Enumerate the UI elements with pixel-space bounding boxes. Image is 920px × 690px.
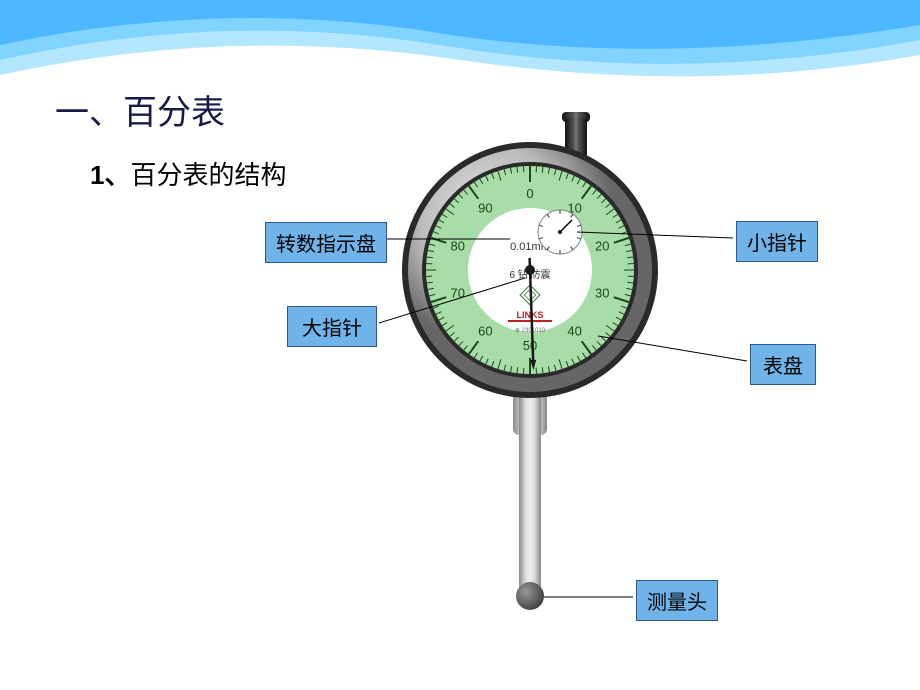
gauge-svg: 0102030405060708090 0.01mm 6 钻 防震 LINKS … bbox=[400, 140, 660, 400]
label-probe: 测量头 bbox=[636, 580, 718, 621]
svg-text:70: 70 bbox=[450, 285, 464, 300]
gauge-brand-text: LINKS bbox=[517, 310, 544, 320]
svg-text:60: 60 bbox=[478, 323, 492, 338]
gauge-small-dial bbox=[538, 210, 582, 254]
label-large-pointer: 大指针 bbox=[287, 306, 377, 347]
svg-text:30: 30 bbox=[595, 285, 609, 300]
gauge-center-hub bbox=[525, 265, 535, 275]
section-subtitle: 1、百分表的结构 bbox=[90, 155, 286, 192]
label-small-pointer: 小指针 bbox=[736, 221, 818, 262]
gauge-brand-underline bbox=[508, 320, 552, 322]
page-title: 一、百分表 bbox=[55, 85, 225, 134]
gauge-serial: ⊕ 2301010 bbox=[515, 328, 546, 334]
subtitle-text: 百分表的结构 bbox=[130, 160, 286, 190]
svg-text:50: 50 bbox=[523, 338, 537, 353]
label-dial: 表盘 bbox=[750, 344, 816, 385]
gauge-stem bbox=[519, 390, 541, 590]
subtitle-number: 1、 bbox=[90, 160, 130, 190]
dial-gauge: 0102030405060708090 0.01mm 6 钻 防震 LINKS … bbox=[400, 140, 660, 400]
svg-text:90: 90 bbox=[478, 201, 492, 216]
svg-text:0: 0 bbox=[526, 186, 533, 201]
label-rev-counter: 转数指示盘 bbox=[265, 222, 387, 263]
svg-text:40: 40 bbox=[567, 323, 581, 338]
svg-text:80: 80 bbox=[450, 239, 464, 254]
svg-text:20: 20 bbox=[595, 239, 609, 254]
gauge-probe-tip bbox=[516, 582, 544, 610]
